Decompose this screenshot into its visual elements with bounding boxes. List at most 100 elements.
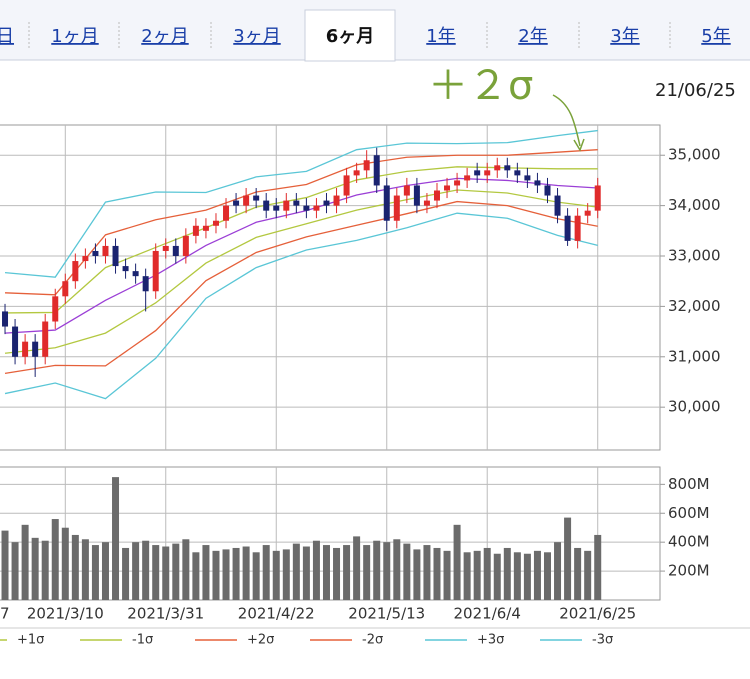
volume-bar: [122, 547, 130, 600]
candle-body: [172, 245, 179, 257]
volume-bar: [333, 547, 341, 600]
volume-bar: [383, 542, 391, 600]
volume-bar: [202, 545, 210, 600]
volume-bar: [564, 517, 572, 600]
tab-selected-bg: [304, 9, 396, 62]
x-tick-label: 2021/6/4: [454, 605, 521, 623]
y-tick-label: 31,000: [668, 347, 721, 365]
candle-body: [192, 225, 199, 236]
x-tick-label: 2021/5/13: [348, 605, 425, 623]
volume-bar: [373, 540, 381, 600]
annotation-arrow: [552, 94, 581, 147]
candle-body: [373, 155, 380, 186]
volume-bar: [31, 537, 39, 600]
x-tick-label: 2021/3/31: [127, 605, 204, 623]
tab[interactable]: 3年: [610, 26, 639, 47]
volume-bar: [192, 552, 200, 600]
tab[interactable]: 日: [0, 26, 14, 47]
volume-bar: [363, 545, 371, 600]
candle-body: [283, 200, 290, 211]
y-tick-label: 800M: [668, 475, 710, 493]
volume-bar: [443, 550, 451, 600]
y-tick-label: 200M: [668, 562, 710, 580]
tab[interactable]: 2年: [518, 26, 547, 47]
candle-body: [82, 256, 89, 262]
candle-body: [333, 195, 340, 206]
candle-body: [122, 266, 129, 272]
y-tick-label: 33,000: [668, 247, 721, 265]
candle-body: [92, 250, 99, 257]
candle-body: [313, 205, 320, 211]
candle-body: [524, 175, 531, 181]
volume-bar: [523, 553, 531, 600]
volume-bar: [112, 477, 120, 600]
x-tick-label: 7: [0, 605, 10, 623]
volume-bar: [353, 536, 361, 600]
tab[interactable]: 5年: [701, 26, 730, 47]
date-label: 21/06/25: [655, 80, 736, 101]
volume-bar: [503, 547, 511, 600]
candle-body: [42, 321, 49, 357]
candle-body: [343, 175, 350, 196]
volume-bar: [292, 543, 300, 600]
candle-body: [273, 205, 280, 211]
tab[interactable]: 3ヶ月: [233, 26, 280, 47]
volume-bar: [543, 552, 551, 600]
volume-bar: [182, 539, 190, 600]
volume-bar: [132, 542, 140, 600]
y-tick-label: 400M: [668, 533, 710, 551]
annotation-arrowhead: [573, 138, 585, 152]
volume-bar: [574, 547, 582, 600]
volume-bar: [282, 549, 290, 600]
band-line: [4, 212, 598, 400]
candle-body: [363, 160, 370, 171]
volume-bar: [322, 545, 330, 600]
candle-body: [152, 250, 159, 292]
candle-body: [534, 180, 541, 186]
volume-bar: [393, 539, 401, 600]
volume-bar: [232, 547, 240, 600]
candle-body: [433, 190, 440, 201]
candle-body: [102, 245, 109, 257]
tab[interactable]: 6ヶ月: [326, 26, 375, 47]
candle-body: [514, 170, 521, 176]
candle-body: [574, 215, 581, 241]
volume-bar: [11, 542, 19, 600]
candle-body: [303, 205, 310, 211]
candle-body: [383, 185, 390, 221]
tab[interactable]: 1年: [426, 26, 455, 47]
band-line: [4, 149, 598, 296]
candle-body: [132, 271, 139, 277]
candle-body: [353, 170, 360, 176]
y-tick-label: 34,000: [668, 196, 721, 214]
volume-bar: [212, 550, 220, 600]
candle-body: [22, 341, 29, 357]
candle-body: [253, 195, 260, 201]
volume-bar: [71, 534, 79, 600]
candle-body: [72, 261, 79, 282]
candle-body: [142, 276, 149, 292]
volume-bar: [242, 546, 250, 600]
volume-bar: [594, 534, 602, 600]
volume-bar: [312, 540, 320, 600]
candle-body: [52, 296, 59, 322]
candle-body: [564, 215, 571, 241]
tab[interactable]: 2ヶ月: [141, 26, 188, 47]
candle-body: [474, 170, 481, 176]
candle-body: [544, 185, 551, 196]
candle-body: [162, 245, 169, 251]
volume-bar: [81, 539, 89, 600]
band-line: [4, 200, 598, 375]
tab[interactable]: 1ヶ月: [51, 26, 98, 47]
volume-bar: [584, 550, 592, 600]
candle-body: [293, 200, 300, 206]
volume-bar: [51, 519, 59, 600]
candle-body: [423, 200, 430, 206]
y-tick-label: 35,000: [668, 146, 721, 164]
legend-label: -2σ: [362, 633, 383, 648]
candle-body: [212, 220, 219, 226]
volume-bar: [513, 552, 521, 600]
candle-body: [554, 195, 561, 216]
y-tick-label: 600M: [668, 504, 710, 522]
